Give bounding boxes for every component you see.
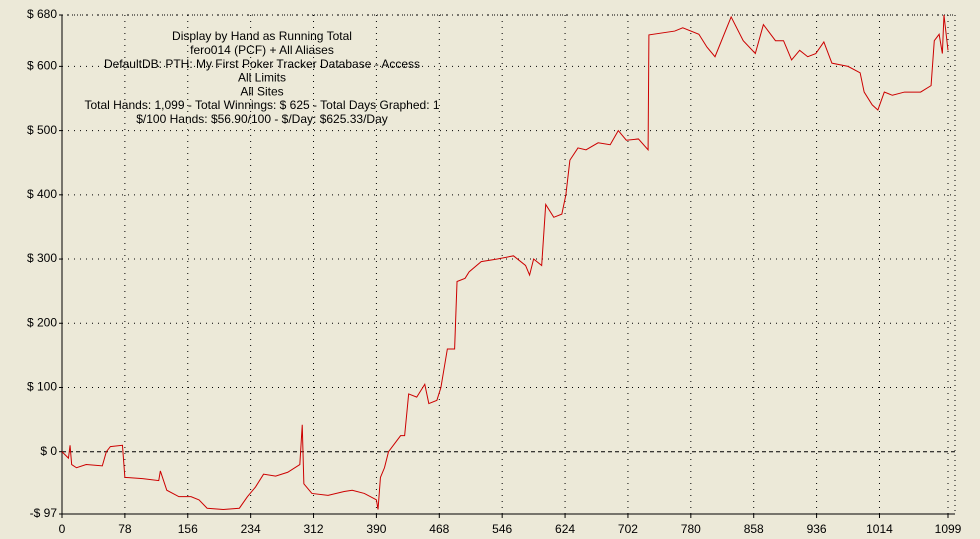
y-tick-label: $ 400: [27, 187, 57, 201]
x-tick-label: 780: [681, 522, 701, 536]
x-tick-label: 468: [429, 522, 449, 536]
y-tick-label: $ 100: [27, 380, 57, 394]
y-tick-label: $ 0: [40, 444, 57, 458]
x-tick-label: 936: [807, 522, 827, 536]
y-tick-label: $ 300: [27, 251, 57, 265]
annotation: fero014 (PCF) + All Aliases: [190, 43, 334, 57]
x-tick-label: 624: [555, 522, 575, 536]
annotation: All Limits: [238, 71, 286, 85]
y-tick-label: -$ 97: [30, 506, 58, 520]
y-tick-label: $ 200: [27, 315, 57, 329]
y-tick-label: $ 680: [27, 7, 57, 21]
x-tick-label: 312: [304, 522, 324, 536]
x-tick-label: 546: [492, 522, 512, 536]
y-tick-label: $ 600: [27, 59, 57, 73]
x-tick-label: 858: [744, 522, 764, 536]
x-tick-label: 1099: [935, 522, 962, 536]
x-tick-label: 702: [618, 522, 638, 536]
annotation: DefaultDB: PTH: My First Poker Tracker D…: [104, 57, 420, 71]
annotation: All Sites: [240, 84, 283, 98]
x-tick-label: 78: [118, 522, 132, 536]
x-tick-label: 0: [59, 522, 66, 536]
x-tick-label: 234: [241, 522, 261, 536]
x-tick-label: 390: [366, 522, 386, 536]
series-line: [61, 14, 949, 511]
annotation: $/100 Hands: $56.90/100 - $/Day: $625.33…: [136, 112, 388, 126]
x-tick-label: 1014: [866, 522, 893, 536]
y-tick-label: $ 500: [27, 123, 57, 137]
x-tick-label: 156: [178, 522, 198, 536]
annotation: Total Hands: 1,099 - Total Winnings: $ 6…: [84, 98, 439, 112]
annotation: Display by Hand as Running Total: [172, 29, 352, 43]
